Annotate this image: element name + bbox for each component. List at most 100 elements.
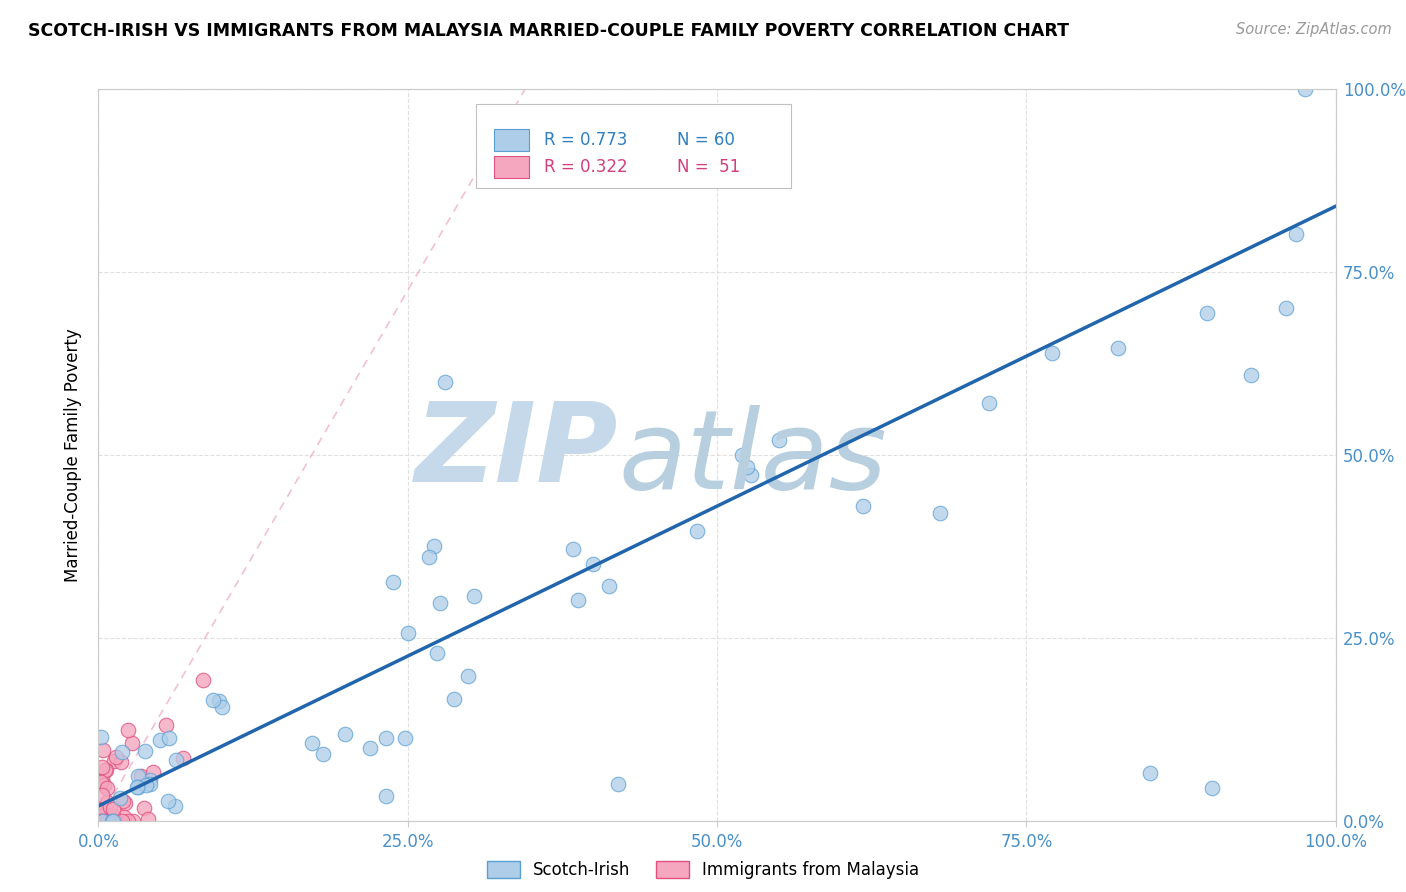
Point <box>111 745 134 759</box>
Point <box>101 808 124 822</box>
Point <box>157 731 180 745</box>
Point <box>375 789 398 804</box>
Point <box>117 723 139 737</box>
Point <box>382 574 405 589</box>
Point <box>686 524 709 538</box>
Point <box>114 796 136 810</box>
Point <box>89 814 111 828</box>
Text: N = 60: N = 60 <box>678 131 735 149</box>
Point <box>429 596 451 610</box>
Point <box>90 789 112 803</box>
Point <box>396 626 419 640</box>
Point <box>463 589 485 603</box>
Point <box>93 814 115 828</box>
Point <box>851 499 873 513</box>
Point <box>96 814 118 828</box>
FancyBboxPatch shape <box>475 103 792 188</box>
Point <box>103 814 125 828</box>
Y-axis label: Married-Couple Family Poverty: Married-Couple Family Poverty <box>65 328 83 582</box>
Point <box>96 814 118 828</box>
Point <box>567 593 589 607</box>
Point <box>110 814 132 828</box>
Point <box>135 778 157 792</box>
Point <box>93 742 115 756</box>
Point <box>977 396 1000 410</box>
Point <box>1294 82 1316 96</box>
Point <box>90 814 112 828</box>
Point <box>731 448 754 462</box>
Point <box>100 814 122 828</box>
Legend: Scotch-Irish, Immigrants from Malaysia: Scotch-Irish, Immigrants from Malaysia <box>486 861 920 880</box>
Point <box>433 375 456 389</box>
Point <box>97 814 120 828</box>
Point <box>89 803 111 817</box>
Point <box>94 814 117 828</box>
Point <box>93 778 115 792</box>
Point <box>101 802 124 816</box>
Point <box>359 741 381 756</box>
Point <box>1240 368 1263 382</box>
Point <box>768 434 790 448</box>
Point <box>443 692 465 706</box>
Point <box>90 774 112 789</box>
Point <box>105 750 128 764</box>
Point <box>312 747 335 761</box>
Point <box>117 814 139 828</box>
Point <box>1195 306 1218 320</box>
Point <box>138 812 160 826</box>
Point <box>129 769 152 783</box>
Point <box>96 795 118 809</box>
Point <box>93 814 115 828</box>
Point <box>134 744 156 758</box>
Point <box>91 771 114 785</box>
Point <box>1201 780 1223 795</box>
Text: R = 0.773: R = 0.773 <box>544 131 627 149</box>
FancyBboxPatch shape <box>495 129 529 151</box>
Point <box>138 772 160 787</box>
Point <box>101 814 124 828</box>
Point <box>928 507 950 521</box>
Point <box>1107 341 1129 355</box>
Point <box>98 800 121 814</box>
Point <box>418 549 440 564</box>
Point <box>90 730 112 744</box>
Point <box>110 755 132 769</box>
Text: R = 0.322: R = 0.322 <box>544 158 627 176</box>
FancyBboxPatch shape <box>495 156 529 178</box>
Text: Source: ZipAtlas.com: Source: ZipAtlas.com <box>1236 22 1392 37</box>
Point <box>301 736 323 750</box>
Point <box>193 673 215 688</box>
Point <box>138 777 160 791</box>
Point <box>582 558 605 572</box>
Point <box>426 646 449 660</box>
Point <box>91 760 114 774</box>
Point <box>89 803 111 817</box>
Point <box>1139 766 1161 780</box>
Point <box>89 814 111 828</box>
Point <box>127 780 149 795</box>
Point <box>607 777 630 791</box>
Point <box>96 763 118 777</box>
Point <box>90 814 112 828</box>
Point <box>112 794 135 808</box>
Point <box>1285 227 1308 242</box>
Text: ZIP: ZIP <box>415 398 619 505</box>
Point <box>96 780 118 795</box>
Point <box>149 732 172 747</box>
Point <box>735 459 758 474</box>
Text: atlas: atlas <box>619 405 887 512</box>
Point <box>96 808 118 822</box>
Point <box>108 790 131 805</box>
Point <box>90 814 112 828</box>
Point <box>165 753 187 767</box>
Point <box>1275 301 1298 315</box>
Point <box>94 763 117 777</box>
Point <box>101 814 124 828</box>
Point <box>132 801 155 815</box>
Point <box>127 769 149 783</box>
Point <box>394 731 416 746</box>
Point <box>457 668 479 682</box>
Point <box>97 814 120 828</box>
Point <box>94 814 117 828</box>
Point <box>740 467 762 482</box>
